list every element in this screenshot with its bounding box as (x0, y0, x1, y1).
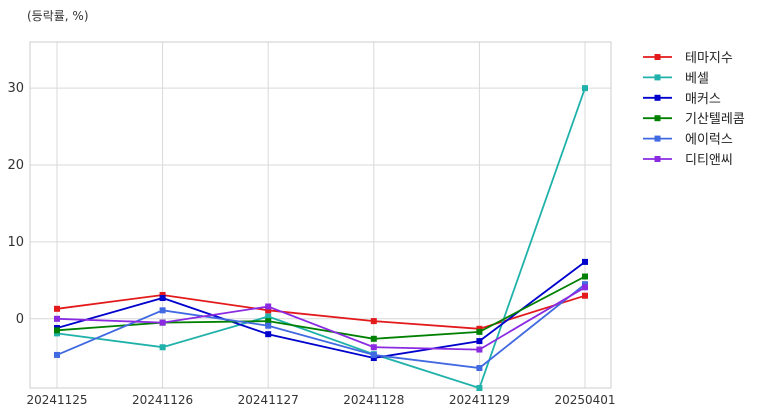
data-point (370, 344, 377, 351)
legend-item: 매커스 (643, 92, 721, 107)
data-point (370, 318, 377, 325)
data-point (265, 313, 272, 320)
y-tick-label: 20 (7, 158, 24, 173)
legend-item: 디티앤씨 (643, 153, 733, 168)
legend-marker (654, 54, 661, 60)
data-point (159, 344, 166, 351)
data-point (476, 325, 483, 332)
data-point (476, 365, 483, 372)
x-axis-ticks: 20241125 20241126 20241127 20241128 20241129… (26, 393, 615, 407)
x-tick-label: 20250401 (554, 393, 615, 407)
series-0 (54, 291, 588, 332)
legend-label: 테마지수 (685, 51, 733, 66)
x-tick-label: 20241128 (343, 393, 404, 407)
data-point (370, 335, 377, 342)
legend-marker (654, 74, 661, 81)
x-tick-label: 20241125 (26, 393, 87, 407)
data-point (159, 307, 166, 314)
series-line (56, 261, 586, 359)
data-point (582, 85, 588, 92)
series-group (54, 85, 588, 391)
y-tick-label: 10 (7, 235, 24, 250)
legend-item: 베셀 (643, 71, 709, 86)
data-point (265, 303, 272, 310)
series-4 (54, 281, 588, 372)
data-point (582, 281, 588, 288)
legend-marker (654, 156, 661, 162)
data-point (476, 385, 483, 391)
data-point (265, 322, 272, 329)
data-point (582, 258, 588, 265)
data-point (159, 291, 166, 298)
data-point (54, 315, 60, 322)
plot-frame (29, 41, 612, 389)
data-point (54, 330, 60, 337)
legend-item: 에이럭스 (643, 133, 733, 148)
data-point (582, 284, 588, 291)
data-point (159, 319, 166, 326)
data-point (265, 331, 272, 338)
legend-label: 에이럭스 (685, 133, 733, 148)
legend-item: 기산텔레콤 (643, 112, 745, 127)
series-line (56, 283, 586, 369)
data-point (476, 338, 483, 345)
y-tick-label: 30 (7, 81, 24, 96)
data-point (582, 292, 588, 299)
data-point (476, 346, 483, 353)
data-point (54, 351, 60, 358)
legend-label: 기산텔레콤 (685, 112, 745, 127)
legend-label: 매커스 (685, 92, 721, 107)
data-point (54, 327, 60, 334)
data-point (159, 295, 166, 302)
data-point (476, 328, 483, 335)
grid-lines (30, 42, 611, 388)
x-tick-label: 20241129 (449, 393, 510, 407)
series-5 (54, 284, 588, 353)
y-axis-ticks: 0 10 20 30 (7, 81, 24, 327)
legend-label: 베셀 (685, 71, 709, 86)
data-point (54, 305, 60, 312)
x-tick-label: 20241127 (238, 393, 299, 407)
legend-label: 디티앤씨 (685, 153, 733, 168)
series-line (56, 286, 586, 351)
unit-label: (등락률, %) (27, 9, 89, 23)
data-point (582, 273, 588, 280)
legend-marker (654, 94, 661, 101)
y-tick-label: 0 (16, 312, 24, 327)
legend-item: 테마지수 (643, 51, 733, 66)
legend-marker (654, 135, 661, 142)
data-point (265, 307, 272, 314)
data-point (370, 351, 377, 358)
series-line (56, 275, 586, 340)
legend-marker (654, 115, 661, 122)
x-tick-label: 20241126 (132, 393, 193, 407)
series-line (56, 87, 586, 390)
data-point (265, 318, 272, 325)
data-point (370, 355, 377, 362)
